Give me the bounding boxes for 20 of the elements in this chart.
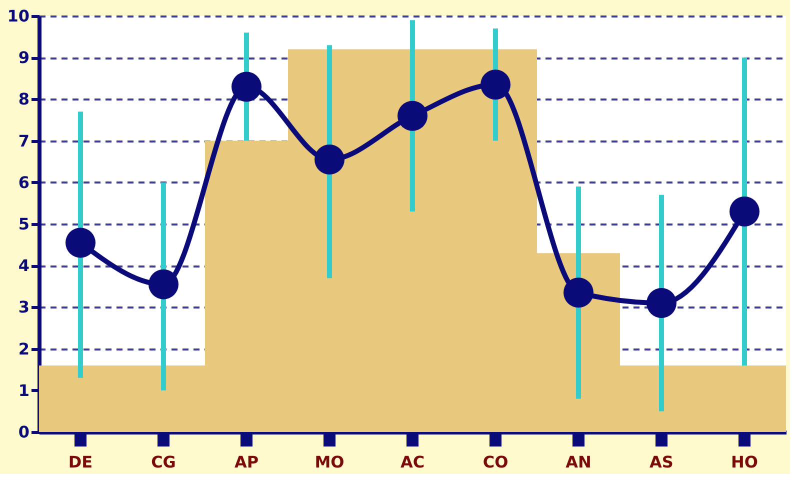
y-tick-label: 6: [18, 172, 30, 192]
y-tick-label: 4: [18, 256, 30, 276]
y-tick-label: 2: [18, 339, 30, 358]
x-tick-label: MO: [314, 452, 344, 472]
x-tick-label: DE: [68, 452, 93, 472]
y-tick-label: 8: [18, 90, 30, 109]
x-tick-label: CO: [482, 452, 508, 472]
x-tick-label: AP: [234, 452, 259, 472]
y-tick-label: 5: [18, 214, 30, 234]
y-tick-label: 10: [7, 6, 30, 26]
x-tick-label: AC: [400, 452, 425, 472]
y-tick-label: 3: [18, 298, 30, 317]
x-tick-label: CG: [151, 452, 176, 472]
y-tick-label: 9: [18, 48, 30, 68]
x-tick-label: AS: [650, 452, 674, 472]
y-tick-label: 0: [18, 422, 30, 442]
y-tick-label: 7: [18, 131, 30, 150]
x-tick-label: HO: [731, 452, 758, 472]
y-tick-label: 1: [18, 380, 30, 400]
x-tick-label: AN: [566, 452, 592, 472]
